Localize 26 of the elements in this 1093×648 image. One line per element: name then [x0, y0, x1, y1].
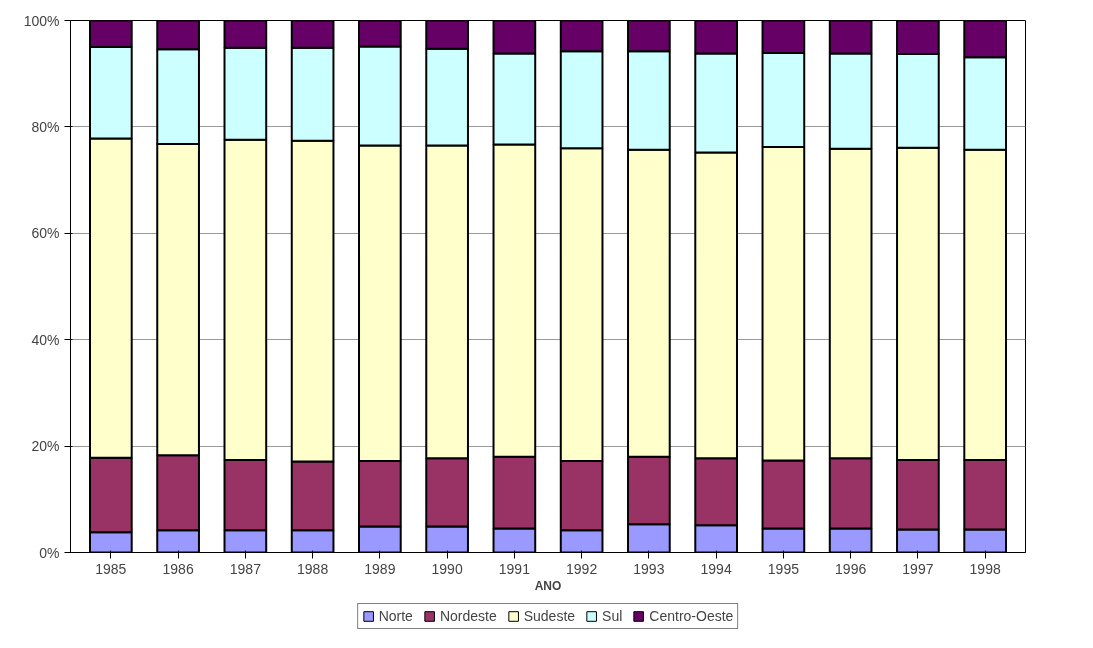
- x-axis-title: ANO: [534, 578, 562, 593]
- legend-label: Sul: [602, 608, 623, 624]
- x-tick-label: 1996: [835, 560, 867, 577]
- x-tick-label: 1994: [700, 560, 732, 577]
- y-tick-label: 20%: [31, 438, 60, 455]
- x-tick-label: 1995: [767, 560, 800, 577]
- legend-label: Norte: [378, 608, 413, 624]
- x-tick-label: 1987: [229, 560, 262, 577]
- x-tick-label: 1992: [566, 560, 598, 577]
- y-tick-label: 0%: [39, 544, 60, 561]
- x-tick-label: 1991: [498, 560, 531, 577]
- x-tick-label: 1986: [162, 560, 194, 577]
- y-tick-label: 40%: [31, 331, 60, 348]
- legend-label: Centro-Oeste: [649, 608, 734, 624]
- x-tick-label: 1998: [969, 560, 1001, 577]
- x-tick-label: 1997: [902, 560, 934, 577]
- x-tick-label: 1993: [633, 560, 665, 577]
- y-tick-label: 100%: [23, 12, 60, 29]
- legend-label: Sudeste: [523, 608, 576, 624]
- x-tick-label: 1989: [364, 560, 396, 577]
- x-tick-label: 1985: [95, 560, 127, 577]
- x-tick-label: 1988: [297, 560, 329, 577]
- legend-label: Nordeste: [439, 608, 497, 624]
- y-tick-label: 60%: [31, 225, 60, 242]
- x-tick-label: 1990: [431, 560, 463, 577]
- y-tick-label: 80%: [31, 118, 60, 135]
